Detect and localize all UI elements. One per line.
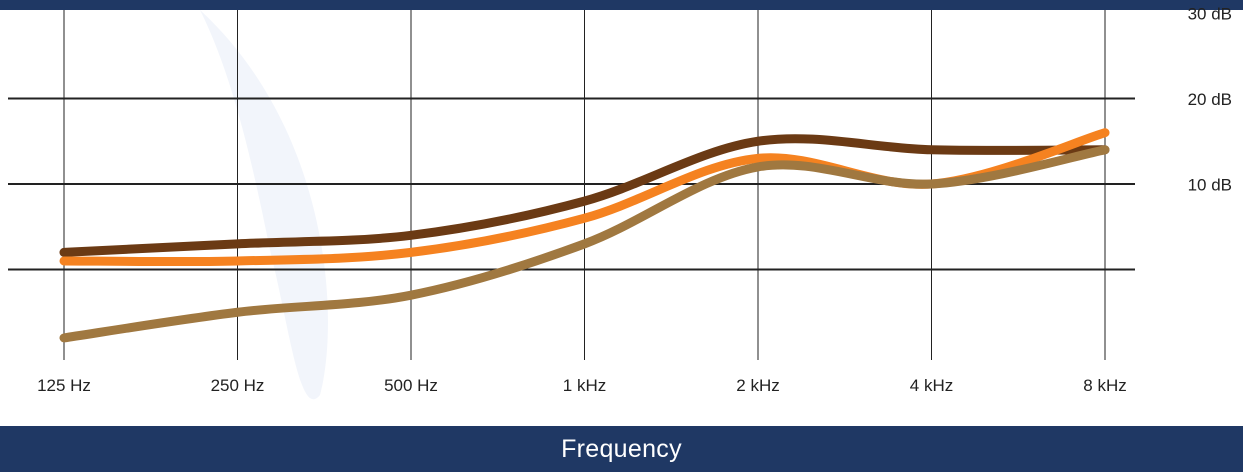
y-tick-label: 20 dB — [1188, 90, 1232, 109]
x-tick-label: 250 Hz — [211, 376, 265, 395]
y-tick-label: 10 dB — [1188, 176, 1232, 195]
y-tick-label: 30 dB — [1188, 5, 1232, 24]
series-line-1 — [59, 134, 1110, 257]
x-tick-label: 8 kHz — [1083, 376, 1126, 395]
x-tick-label: 2 kHz — [736, 376, 779, 395]
x-tick-label: 500 Hz — [384, 376, 438, 395]
watermark-swoosh — [200, 10, 328, 400]
x-tick-label: 1 kHz — [563, 376, 606, 395]
x-axis-title-band: Frequency — [0, 426, 1243, 472]
top-band — [0, 0, 1243, 10]
x-tick-label: 4 kHz — [910, 376, 953, 395]
x-tick-label: 125 Hz — [37, 376, 91, 395]
series-line-3 — [59, 145, 1110, 343]
audiogram-chart: 125 Hz 250 Hz 500 Hz 1 kHz 2 kHz 4 kHz 8 kHz 1… — [8, 5, 1232, 400]
x-axis-title: Frequency — [561, 434, 682, 463]
